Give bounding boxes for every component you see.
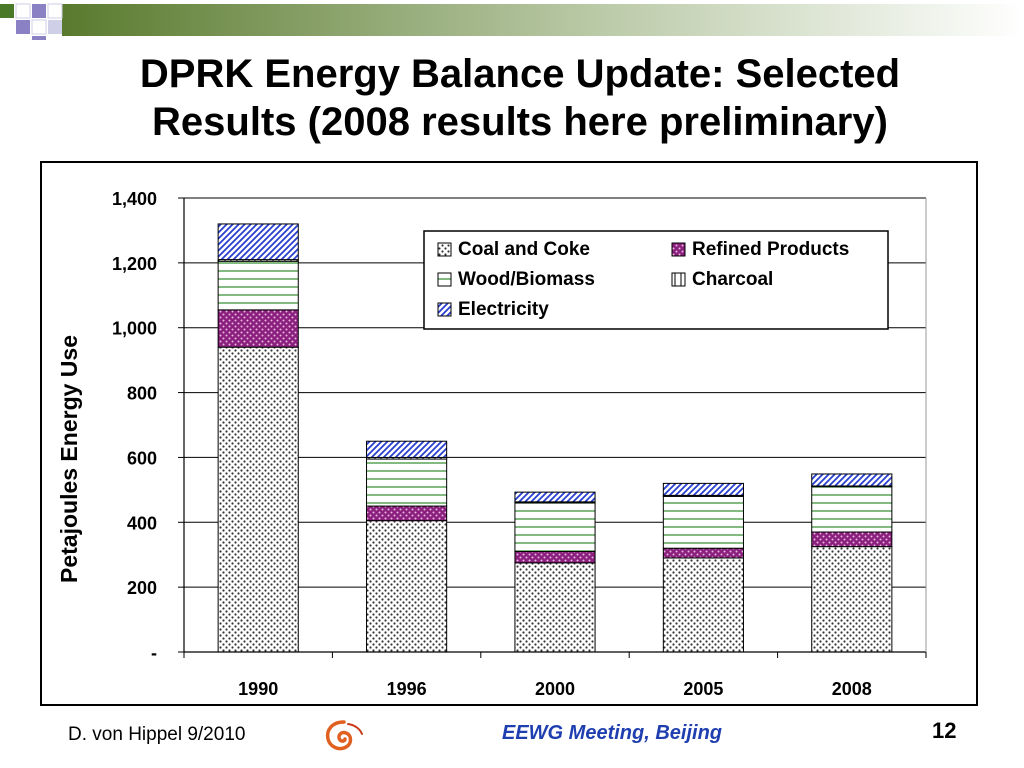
slide-title: DPRK Energy Balance Update: Selected Res… <box>40 50 1000 146</box>
x-tick-label: 1990 <box>238 679 278 699</box>
bar-segment-refined-products <box>366 505 448 522</box>
bar-segment-refined-products <box>662 547 744 559</box>
legend-swatch <box>437 302 452 317</box>
green-square-icon <box>0 4 14 18</box>
bar-segment-refined-products <box>811 531 893 548</box>
y-tick-label: 400 <box>127 513 157 533</box>
legend-swatch <box>437 272 452 287</box>
purple-square-icon <box>32 4 46 18</box>
x-tick-label: 2008 <box>832 679 872 699</box>
legend: Coal and Coke Refined Products Wood/Biomas… <box>423 230 889 330</box>
y-tick-label: 800 <box>127 384 157 404</box>
swirl-logo <box>325 720 363 751</box>
bar-segment-electricity <box>811 473 893 487</box>
legend-label: Charcoal <box>692 269 773 290</box>
bar-segment-refined-products <box>217 309 299 348</box>
y-tick-label: 1,400 <box>112 189 157 209</box>
title-line-1: DPRK Energy Balance Update: Selected <box>139 52 901 96</box>
axes: - 200 400 600 800 1,000 1,200 1,400 1990 1996 2000… <box>112 189 927 699</box>
decorative-top-band <box>0 3 1024 40</box>
bar-segment-wood-biomass <box>514 502 596 552</box>
x-tick-label: 1996 <box>387 679 427 699</box>
x-tick-label: 2005 <box>683 679 723 699</box>
y-tick-label: 200 <box>127 578 157 598</box>
legend-box <box>423 230 889 330</box>
legend-label: Coal and Coke <box>458 239 590 260</box>
footer-event: EEWG Meeting, Beijing <box>502 722 723 744</box>
bar-segment-refined-products <box>514 550 596 564</box>
bar-segment-coal-and-coke <box>514 562 596 653</box>
bar-segment-coal-and-coke <box>217 346 299 653</box>
bar-segment-coal-and-coke <box>366 520 448 653</box>
footer-author: D. von Hippel 9/2010 <box>68 724 246 745</box>
stacked-bar-chart: - 200 400 600 800 1,000 1,200 1,400 1990 1996 2000… <box>56 189 927 699</box>
chart-frame: - 200 400 600 800 1,000 1,200 1,400 1990 1996 2000… <box>40 161 978 706</box>
legend-swatch <box>671 272 686 287</box>
bar-segment-wood-biomass <box>811 486 893 533</box>
page-number: 12 <box>932 718 957 743</box>
bars <box>217 223 893 653</box>
legend-swatch <box>671 242 686 257</box>
legend-label: Wood/Biomass <box>458 269 595 290</box>
bar-segment-electricity <box>662 482 744 496</box>
bar-segment-coal-and-coke <box>662 557 744 653</box>
legend-label: Electricity <box>458 299 549 320</box>
y-tick-label: 1,200 <box>112 254 157 274</box>
x-tick-label: 2000 <box>535 679 575 699</box>
bar-segment-electricity <box>217 223 299 261</box>
y-axis-label: Petajoules Energy Use <box>56 335 82 583</box>
bar-segment-wood-biomass <box>366 458 448 507</box>
bar-segment-electricity <box>514 491 596 503</box>
y-tick-label: - <box>151 643 157 663</box>
bar-segment-electricity <box>366 440 448 458</box>
bar-segment-coal-and-coke <box>811 546 893 653</box>
y-tick-label: 600 <box>127 448 157 468</box>
y-tick-label: 1,000 <box>112 319 157 339</box>
title-line-2: Results (2008 results here preliminary) <box>152 100 888 144</box>
bar-segment-wood-biomass <box>217 260 299 311</box>
legend-label: Refined Products <box>692 239 849 260</box>
bar-segment-wood-biomass <box>662 495 744 549</box>
legend-swatch <box>437 242 452 257</box>
